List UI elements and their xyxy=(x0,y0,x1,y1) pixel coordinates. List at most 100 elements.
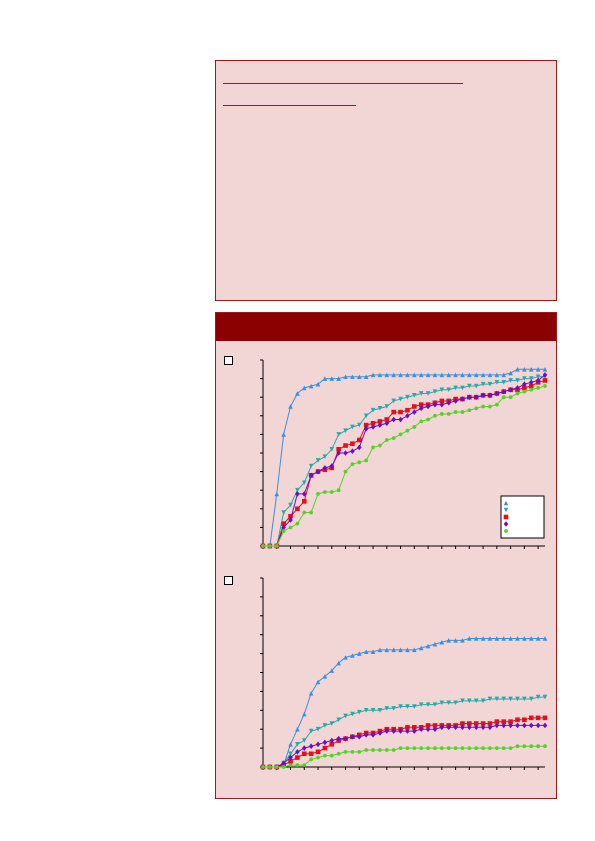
data-point xyxy=(274,491,280,497)
data-point xyxy=(336,717,341,723)
chart-1-checkbox[interactable] xyxy=(224,356,233,365)
data-point xyxy=(488,746,492,750)
data-point xyxy=(460,638,465,643)
data-point xyxy=(329,446,335,452)
data-point xyxy=(480,372,486,378)
data-point xyxy=(391,706,396,711)
data-point xyxy=(460,721,465,726)
axes xyxy=(260,577,545,770)
data-point xyxy=(535,377,541,384)
data-point xyxy=(391,748,396,752)
series-1 xyxy=(260,636,548,770)
data-point xyxy=(295,491,300,497)
data-point xyxy=(288,754,293,761)
data-point xyxy=(439,412,444,416)
data-point xyxy=(316,492,320,496)
data-point xyxy=(460,746,465,750)
data-point xyxy=(370,420,376,426)
data-point xyxy=(453,398,458,404)
data-point xyxy=(439,387,445,393)
data-point xyxy=(370,424,376,430)
data-point xyxy=(316,755,320,760)
series-4 xyxy=(260,722,548,770)
legend-marker-4 xyxy=(503,521,509,527)
data-point xyxy=(473,394,479,400)
data-point xyxy=(384,404,390,409)
data-point xyxy=(487,381,493,387)
data-point xyxy=(301,480,307,486)
data-point xyxy=(377,406,383,411)
data-point xyxy=(350,424,355,430)
data-point xyxy=(384,438,389,442)
data-point xyxy=(522,696,527,702)
data-point xyxy=(432,641,438,647)
data-point xyxy=(384,748,389,752)
data-point xyxy=(425,726,431,732)
data-point xyxy=(350,711,355,717)
data-point xyxy=(350,733,355,740)
data-point xyxy=(329,753,334,758)
data-point xyxy=(412,647,417,653)
chart-2-checkbox[interactable] xyxy=(224,576,233,585)
data-point xyxy=(412,746,417,750)
data-point xyxy=(391,409,396,415)
data-point xyxy=(281,432,286,437)
data-point xyxy=(480,724,486,731)
data-point xyxy=(288,763,293,768)
data-point xyxy=(439,746,444,750)
legend-marker-2 xyxy=(503,507,509,513)
data-point xyxy=(425,643,431,649)
legend-marker-1 xyxy=(503,500,509,506)
data-point xyxy=(480,636,486,641)
data-point xyxy=(515,744,520,749)
data-point xyxy=(308,463,314,469)
data-point xyxy=(398,647,403,653)
data-point xyxy=(329,490,334,494)
data-point xyxy=(301,738,307,743)
data-point xyxy=(261,765,265,769)
data-point xyxy=(391,398,396,404)
data-point xyxy=(501,636,507,641)
data-point xyxy=(474,746,479,750)
data-point xyxy=(480,698,486,704)
data-point xyxy=(494,719,500,724)
data-point xyxy=(322,454,328,460)
data-point xyxy=(439,700,445,706)
data-point xyxy=(543,384,547,388)
data-point xyxy=(371,445,375,450)
data-point xyxy=(515,385,520,391)
data-point xyxy=(418,405,424,412)
data-point xyxy=(356,651,362,656)
data-point xyxy=(295,749,300,755)
data-point xyxy=(508,386,513,393)
data-point xyxy=(480,381,486,387)
data-point xyxy=(446,746,451,750)
data-point xyxy=(473,636,479,641)
data-point xyxy=(515,717,520,723)
data-point xyxy=(494,380,500,385)
data-point xyxy=(281,765,286,769)
series-5 xyxy=(261,744,547,769)
data-point xyxy=(288,751,293,757)
data-point xyxy=(432,401,438,408)
data-point xyxy=(315,741,321,748)
data-point xyxy=(398,416,403,423)
data-point xyxy=(322,739,328,746)
data-point xyxy=(487,372,493,378)
data-point xyxy=(281,760,286,767)
legend xyxy=(500,495,545,539)
data-point xyxy=(467,721,472,726)
data-point xyxy=(322,376,328,381)
data-point xyxy=(432,389,438,394)
data-point xyxy=(501,722,507,729)
data-point xyxy=(501,696,507,702)
data-point xyxy=(370,649,376,655)
data-point xyxy=(473,698,479,704)
data-point xyxy=(371,748,375,752)
data-point xyxy=(467,746,472,750)
data-point xyxy=(474,406,479,411)
data-point xyxy=(446,372,452,378)
data-point xyxy=(439,372,445,378)
data-point xyxy=(446,387,452,393)
